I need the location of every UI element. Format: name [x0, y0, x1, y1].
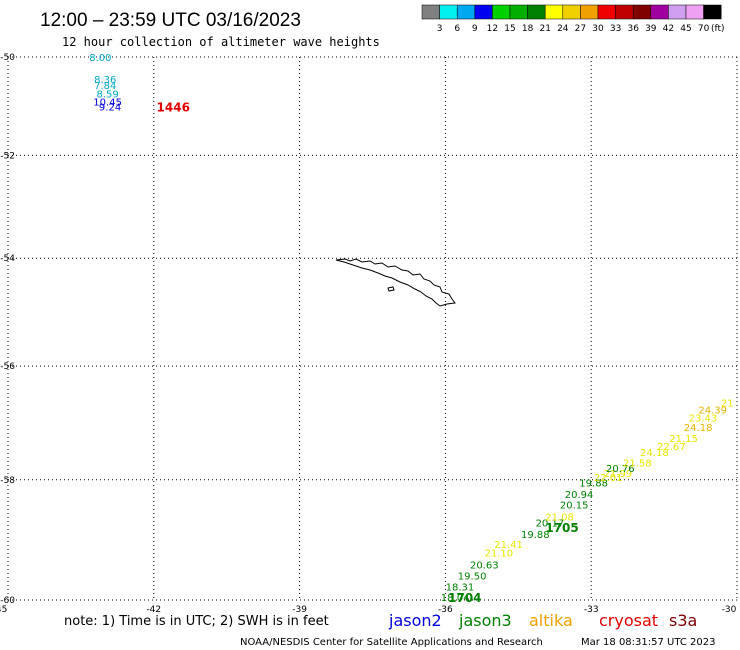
- legend-swatch: [650, 4, 669, 20]
- legend-swatch: [456, 4, 476, 20]
- wave-height-label: 8.00: [89, 53, 111, 64]
- lat-lon-grid: [7, 56, 738, 601]
- wave-height-label: 20.63: [470, 560, 499, 571]
- wave-height-label: 18.04: [441, 593, 470, 604]
- legend-label: 24: [557, 24, 569, 34]
- legend-swatch: [527, 4, 546, 20]
- lat-tick-label: -60: [0, 596, 15, 606]
- wave-height-label: 20.15: [560, 500, 589, 511]
- lon-tick-label: -30: [722, 605, 737, 615]
- wave-height-label: 21.58: [623, 458, 652, 469]
- wave-height-label: 9.24: [99, 103, 121, 114]
- legend-label: 18: [522, 24, 534, 34]
- footer-note: note: 1) Time is in UTC; 2) SWH is in fe…: [64, 614, 329, 629]
- satellite-legend: jason2 jason3 altika cryosat s3a: [388, 611, 697, 630]
- wave-height-label: 21.10: [485, 548, 514, 559]
- pass-time-label: 1446: [157, 101, 190, 115]
- wave-height-label: 10.45: [93, 98, 122, 109]
- wave-height-label: 19.50: [458, 571, 487, 582]
- legend-label: 42: [663, 24, 674, 34]
- legend-swatch: [632, 4, 652, 20]
- lat-tick-label: -52: [0, 151, 15, 161]
- legend-swatch: [509, 4, 528, 20]
- lat-tick-label: -50: [0, 53, 15, 63]
- wave-height-label: 24.18: [640, 448, 669, 459]
- wave-height-label: 23.43: [689, 414, 718, 425]
- legend-swatch: [439, 4, 458, 20]
- lon-tick-label: -39: [292, 605, 307, 615]
- wave-height-label: 24.39: [698, 406, 727, 417]
- wave-height-label: 19.88: [521, 530, 550, 541]
- map-title: 12:00 – 23:59 UTC 03/16/2023: [40, 10, 301, 31]
- legend-label: 45: [680, 24, 691, 34]
- legend-label: 12: [487, 24, 498, 34]
- wave-height-label: 21.08: [545, 512, 574, 523]
- legend-label: 27: [575, 24, 586, 34]
- legend-label: 36: [627, 24, 639, 34]
- legend-label: 39: [645, 24, 657, 34]
- satellite-jason3: jason3: [458, 611, 512, 630]
- legend-label: 21: [539, 24, 550, 34]
- legend-swatch: [685, 4, 704, 20]
- legend-swatch: [703, 4, 722, 20]
- lon-tick-label: -33: [584, 605, 599, 615]
- legend-swatch: [421, 4, 440, 20]
- pass-time-label: 1705: [545, 521, 578, 535]
- legend-label: 6: [454, 24, 460, 34]
- wave-height-label: 19.88: [579, 479, 608, 490]
- axis-labels: -45 -42 -39 -36 -33 -30 -50 -52 -54 -56 -58 -60: [0, 53, 737, 615]
- satellite-altika: altika: [529, 611, 573, 630]
- legend-swatch: [562, 4, 581, 20]
- wave-height-label: 20.17: [536, 518, 565, 529]
- lat-tick-label: -56: [0, 362, 15, 372]
- footer-timestamp: Mar 18 08:31:57 UTC 2023: [581, 637, 716, 648]
- satellite-cryosat: cryosat: [599, 611, 658, 630]
- satellite-s3a: s3a: [669, 611, 697, 630]
- lat-tick-label: -54: [0, 254, 15, 264]
- wave-height-label: 21.15: [669, 434, 698, 445]
- legend-swatch: [544, 4, 564, 20]
- satellite-jason2: jason2: [388, 611, 442, 630]
- wave-height-label: 22.01: [594, 473, 623, 484]
- lon-tick-label: -42: [146, 605, 161, 615]
- legend-swatch: [615, 4, 634, 20]
- legend-swatch: [597, 4, 616, 20]
- legend-swatch: [492, 4, 511, 20]
- legend-swatch: [580, 4, 599, 20]
- south-georgia-coastline: [335, 258, 456, 307]
- legend-label: 30: [592, 24, 604, 34]
- legend-label: 3: [437, 24, 443, 34]
- wave-height-label: 8.36: [94, 75, 116, 86]
- lat-tick-label: -58: [0, 476, 15, 486]
- wave-height-label: 7.84: [94, 81, 116, 92]
- wave-height-label: 20.94: [565, 490, 594, 501]
- wave-height-label: 22.67: [657, 442, 686, 453]
- footer-credit: NOAA/NESDIS Center for Satellite Applica…: [240, 637, 543, 648]
- wave-height-label: 21.41: [494, 540, 523, 551]
- legend-label: 9: [472, 24, 478, 34]
- wave-height-label: 21.99: [604, 469, 633, 480]
- pass-time-label: 1704: [448, 591, 481, 605]
- legend-label: 33: [610, 24, 621, 34]
- wave-height-label: 24.18: [684, 423, 713, 434]
- legend-label: 70: [698, 24, 710, 34]
- lon-tick-label: -45: [0, 605, 7, 615]
- map-subtitle: 12 hour collection of altimeter wave hei…: [62, 35, 380, 49]
- legend-swatch: [668, 4, 687, 20]
- wave-height-label: 21: [721, 398, 734, 409]
- wave-height-label: 20.76: [606, 464, 635, 475]
- legend-label: (ft): [711, 24, 725, 34]
- wave-height-label: 18.31: [446, 582, 475, 593]
- legend-label: 15: [504, 24, 515, 34]
- lon-tick-label: -36: [438, 605, 453, 615]
- wave-height-label: 8.59: [96, 89, 118, 100]
- legend-swatch: [474, 4, 493, 20]
- wave-height-color-legend: 3 6 9 12 15 18 21 24 27 30 33 36 39 42 45 70 (ft): [421, 4, 725, 34]
